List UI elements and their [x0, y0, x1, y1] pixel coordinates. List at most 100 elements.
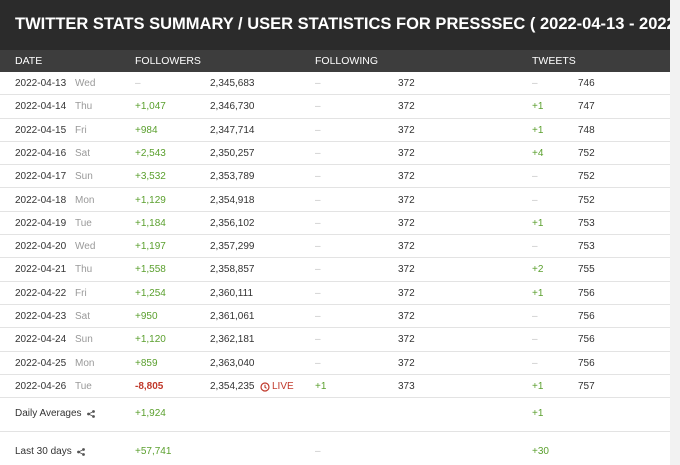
following: 372: [398, 217, 415, 229]
following: 372: [398, 171, 415, 183]
following-change: –: [315, 264, 321, 276]
tweets-change: –: [532, 357, 538, 369]
date: 2022-04-13: [15, 78, 67, 89]
day: Thu: [75, 101, 93, 113]
tweets-change: –: [532, 171, 538, 183]
table-row: 2022-04-25 Mon +859 2,363,040 – 372 – 756: [0, 352, 670, 375]
followers-change: +859: [135, 357, 158, 369]
following: 372: [398, 241, 415, 253]
followers-change: –: [135, 78, 141, 89]
following: 372: [398, 124, 415, 136]
tweets: 753: [578, 241, 595, 253]
tweets: 752: [578, 147, 595, 159]
followers-change: +57,741: [135, 446, 172, 458]
following-change: –: [315, 101, 321, 113]
tweets-change: –: [532, 241, 538, 253]
followers-change: +1,197: [135, 241, 166, 253]
followers-change: +1,254: [135, 287, 166, 299]
followers: 2,347,714: [210, 124, 255, 136]
tweets: 748: [578, 124, 595, 136]
followers: 2,354,918: [210, 194, 255, 206]
followers-change: +1,184: [135, 217, 166, 229]
followers-change: +1,558: [135, 264, 166, 276]
tweets-change: +4: [532, 147, 544, 159]
tweets-change: +2: [532, 264, 544, 276]
following: 372: [398, 147, 415, 159]
followers: 2,358,857: [210, 264, 255, 276]
following-change: –: [315, 241, 321, 253]
table-row: 2022-04-26 Tue -8,805 2,354,235 LIVE +1 373 +1 7…: [0, 375, 670, 399]
column-label: FOLLOWING: [315, 55, 379, 67]
live-icon: [260, 382, 270, 392]
share-icon[interactable]: [76, 447, 85, 456]
share-icon[interactable]: [86, 409, 95, 418]
following: 372: [398, 357, 415, 369]
day: Sat: [75, 147, 91, 159]
label: Daily Averages: [15, 408, 95, 419]
tweets: 756: [578, 287, 595, 299]
header-bar: TWITTER STATS SUMMARY / USER STATISTICS …: [0, 0, 680, 50]
followers-change: +1,924: [135, 408, 166, 420]
day: Tue: [75, 380, 92, 392]
date: 2022-04-14: [15, 101, 67, 113]
following: 372: [398, 194, 415, 206]
following: 372: [398, 334, 415, 346]
day: Thu: [75, 264, 93, 276]
followers: 2,357,299: [210, 241, 255, 253]
tweets: 756: [578, 334, 595, 346]
followers: 2,356,102: [210, 217, 255, 229]
table-row: 2022-04-17 Sun +3,532 2,353,789 – 372 – 752: [0, 165, 670, 189]
table-row: 2022-04-20 Wed +1,197 2,357,299 – 372 – 753: [0, 235, 670, 259]
following: 372: [398, 78, 415, 89]
followers-change: -8,805: [135, 380, 164, 392]
following-change: –: [315, 311, 321, 322]
tweets-change: –: [532, 334, 538, 346]
label: Last 30 days: [15, 446, 85, 457]
day: Wed: [75, 241, 96, 253]
table-row: 2022-04-23 Sat +950 2,361,061 – 372 – 756: [0, 305, 670, 329]
tweets: 753: [578, 217, 595, 229]
followers-change: +1,129: [135, 194, 166, 206]
day: Wed: [75, 78, 96, 89]
tweets-change: +1: [532, 217, 544, 229]
following: 372: [398, 101, 415, 113]
tweets-change: +1: [532, 124, 544, 136]
day: Sun: [75, 171, 93, 183]
date: 2022-04-16: [15, 147, 67, 159]
summary-row: Daily Averages +1,924 +1: [0, 398, 670, 433]
table-row: 2022-04-21 Thu +1,558 2,358,857 – 372 +2 755: [0, 258, 670, 282]
table-row: 2022-04-22 Fri +1,254 2,360,111 – 372 +1 756: [0, 282, 670, 305]
following-change: –: [315, 124, 321, 136]
page-edge: [670, 0, 680, 465]
day: Sun: [75, 334, 93, 346]
following-change: –: [315, 446, 321, 458]
following-change: –: [315, 194, 321, 206]
tweets: 747: [578, 101, 595, 113]
following-change: –: [315, 78, 321, 89]
tweets-change: –: [532, 78, 538, 89]
followers-change: +984: [135, 124, 158, 136]
day: Mon: [75, 357, 95, 369]
followers: 2,345,683: [210, 78, 255, 89]
date: 2022-04-19: [15, 217, 67, 229]
followers: 2,353,789: [210, 171, 255, 183]
date: 2022-04-20: [15, 241, 67, 253]
date: 2022-04-21: [15, 264, 67, 276]
followers: 2,360,111: [210, 287, 254, 299]
following: 372: [398, 287, 415, 299]
column-label: TWEETS: [532, 55, 576, 67]
day: Fri: [75, 287, 87, 299]
tweets: 752: [578, 194, 595, 206]
date: 2022-04-23: [15, 311, 67, 322]
day: Fri: [75, 124, 87, 136]
following: 372: [398, 264, 415, 276]
date: 2022-04-17: [15, 171, 67, 183]
column-label: FOLLOWERS: [135, 55, 201, 67]
followers-change: +3,532: [135, 171, 166, 183]
tweets-change: +30: [532, 446, 549, 458]
tweets: 752: [578, 171, 595, 183]
date: 2022-04-25: [15, 357, 67, 369]
table-row: 2022-04-14 Thu +1,047 2,346,730 – 372 +1 747: [0, 95, 670, 119]
table-row: 2022-04-18 Mon +1,129 2,354,918 – 372 – 752: [0, 189, 670, 212]
table-row: 2022-04-19 Tue +1,184 2,356,102 – 372 +1 753: [0, 212, 670, 236]
